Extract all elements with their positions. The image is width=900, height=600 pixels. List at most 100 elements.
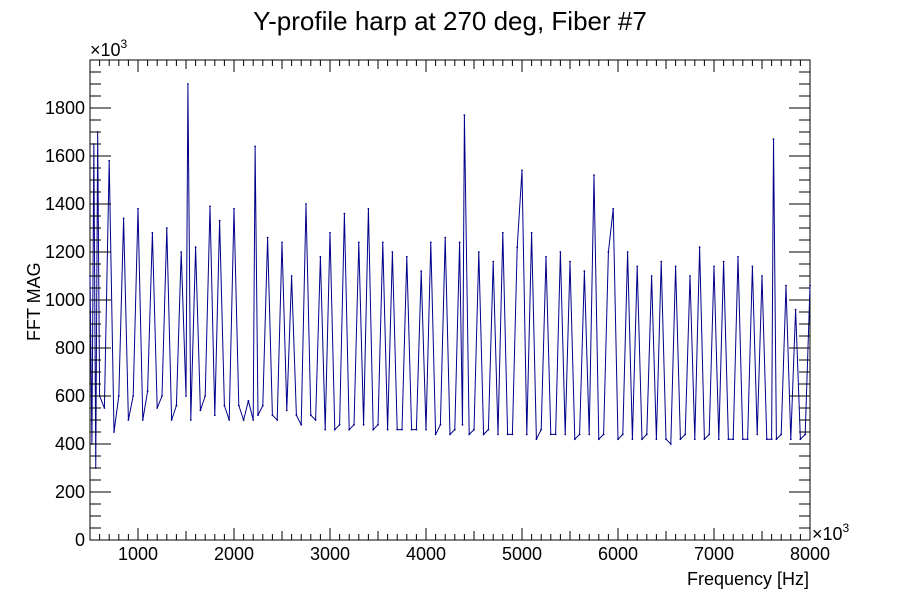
fft-data-point	[645, 433, 648, 436]
x-tick-label: 5000	[502, 544, 542, 564]
fft-data-point	[785, 284, 787, 287]
fft-data-point	[170, 419, 173, 421]
fft-data-point	[559, 251, 562, 253]
fft-data-point	[621, 433, 624, 436]
fft-data-point	[477, 251, 480, 253]
fft-data-point	[377, 423, 379, 426]
fft-data-point	[209, 205, 211, 208]
x-multiplier-exp: 3	[843, 521, 850, 535]
fft-data-point	[751, 265, 754, 268]
fft-data-point	[660, 260, 663, 263]
fft-data-point	[607, 251, 610, 253]
fft-data-point	[367, 207, 370, 210]
fft-data-point	[482, 433, 485, 436]
fft-data-point	[113, 431, 115, 433]
fft-data-point	[458, 241, 461, 244]
fft-data-point	[254, 145, 257, 148]
fft-data-point	[223, 404, 226, 407]
y-tick-label: 1800	[45, 98, 85, 118]
fft-data-point	[276, 419, 279, 421]
fft-data-point	[741, 438, 744, 441]
fft-data-point	[156, 407, 159, 409]
fft-data-point	[434, 433, 437, 436]
fft-data-point	[271, 414, 274, 417]
fft-data-point	[789, 438, 792, 441]
fft-data-point	[717, 438, 720, 441]
fft-data-point	[103, 407, 106, 409]
fft-data-point	[429, 241, 432, 244]
fft-data-point	[737, 255, 739, 258]
plot-frame	[89, 59, 811, 541]
x-multiplier-base: ×10	[812, 524, 843, 544]
y-tick-label: 800	[55, 338, 85, 358]
fft-data-point	[329, 231, 331, 234]
fft-data-point	[583, 270, 586, 273]
fft-data-point	[141, 419, 144, 421]
fft-data-point	[281, 241, 283, 244]
fft-data-point	[588, 433, 591, 436]
fft-data-point	[425, 428, 427, 431]
fft-data-point	[420, 270, 423, 273]
fft-data-point	[554, 433, 557, 436]
fft-data-point	[353, 423, 355, 426]
plot-area	[89, 59, 811, 541]
fft-data-point	[545, 255, 547, 258]
fft-data-point	[295, 414, 298, 417]
fft-data-point	[770, 438, 773, 441]
fft-data-point	[151, 231, 154, 234]
fft-data-point	[117, 395, 120, 397]
fft-data-point	[396, 428, 399, 431]
fft-data-point	[381, 241, 384, 244]
fft-data-point	[626, 251, 629, 253]
fft-data-point	[333, 428, 336, 431]
fft-data-point	[343, 212, 346, 215]
fft-data-point	[237, 404, 240, 407]
y-tick-label: 0	[75, 530, 85, 550]
fft-data-point	[636, 265, 639, 268]
fft-data-point	[617, 438, 619, 441]
fft-data-point	[290, 275, 293, 277]
fft-data-point	[261, 404, 264, 407]
fft-data-point	[578, 433, 581, 436]
fft-data-point	[175, 404, 178, 407]
fft-data-point	[756, 433, 759, 436]
fft-data-point	[439, 423, 442, 426]
fft-data-point	[410, 428, 413, 431]
fft-data-point	[501, 231, 504, 234]
fft-data-point	[765, 438, 768, 441]
fft-data-point	[732, 438, 735, 441]
x-tick-label: 3000	[310, 544, 350, 564]
fft-data-point	[794, 308, 797, 311]
fft-data-point	[309, 414, 312, 417]
fft-data-point	[540, 428, 543, 431]
fft-data-point	[780, 433, 783, 436]
fft-data-point	[530, 231, 533, 234]
fft-data-point	[679, 438, 682, 441]
fft-data-point	[535, 438, 538, 441]
fft-data-point	[468, 433, 471, 436]
y-tick-label: 1000	[45, 290, 85, 310]
fft-data-point	[453, 428, 456, 431]
fft-data-point	[564, 433, 567, 436]
fft-data-point	[549, 433, 552, 436]
fft-data-point	[372, 428, 375, 431]
series-group	[89, 83, 811, 469]
fft-data-point	[703, 438, 706, 441]
fft-data-point	[415, 428, 418, 431]
fft-data-point	[137, 207, 139, 210]
fft-data-point	[722, 260, 725, 263]
fft-data-point	[252, 419, 255, 421]
fft-data-point	[775, 438, 778, 441]
fft-data-point	[516, 246, 519, 249]
fft-data-point	[492, 260, 495, 263]
fft-data-point	[247, 399, 250, 402]
fft-data-point	[401, 428, 403, 431]
fft-data-point	[761, 275, 763, 277]
fft-data-point	[362, 423, 365, 426]
fft-data-point	[689, 275, 691, 277]
fft-data-point	[194, 246, 197, 249]
fft-data-point	[386, 428, 389, 431]
fft-data-point	[180, 251, 183, 253]
